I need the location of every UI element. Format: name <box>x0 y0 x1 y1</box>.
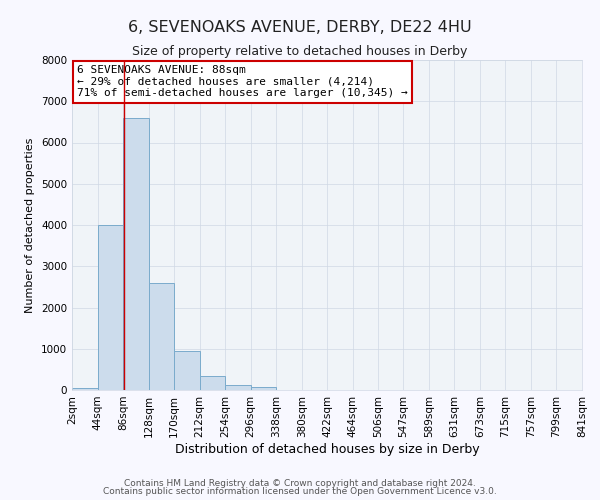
Bar <box>98 225 123 390</box>
X-axis label: Distribution of detached houses by size in Derby: Distribution of detached houses by size … <box>175 442 479 456</box>
Bar <box>149 283 174 390</box>
Text: 6, SEVENOAKS AVENUE, DERBY, DE22 4HU: 6, SEVENOAKS AVENUE, DERBY, DE22 4HU <box>128 20 472 35</box>
Text: Contains HM Land Registry data © Crown copyright and database right 2024.: Contains HM Land Registry data © Crown c… <box>124 478 476 488</box>
Text: Size of property relative to detached houses in Derby: Size of property relative to detached ho… <box>133 45 467 58</box>
Bar <box>123 118 149 390</box>
Bar <box>200 376 225 390</box>
Y-axis label: Number of detached properties: Number of detached properties <box>25 138 35 312</box>
Bar <box>225 384 251 390</box>
Text: Contains public sector information licensed under the Open Government Licence v3: Contains public sector information licen… <box>103 487 497 496</box>
Bar <box>174 351 200 390</box>
Text: 6 SEVENOAKS AVENUE: 88sqm
← 29% of detached houses are smaller (4,214)
71% of se: 6 SEVENOAKS AVENUE: 88sqm ← 29% of detac… <box>77 65 408 98</box>
Bar <box>251 386 276 390</box>
Bar <box>72 388 98 390</box>
